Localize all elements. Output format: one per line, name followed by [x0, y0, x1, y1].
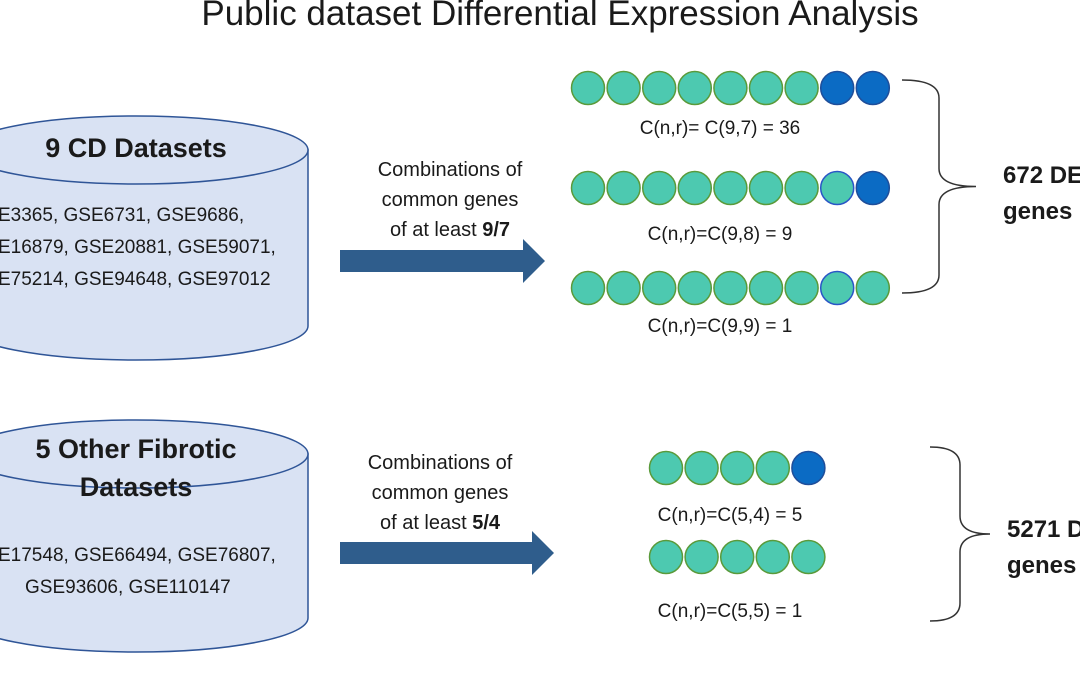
cd-datasets-title: 9 CD Datasets	[45, 133, 227, 163]
included-dataset-circle	[570, 70, 606, 106]
title-line: 5 Other Fibrotic	[35, 434, 237, 464]
included-dataset-circle	[819, 270, 855, 306]
included-dataset-circle	[719, 539, 755, 575]
cylinder-body	[0, 453, 309, 653]
included-dataset-circle	[713, 170, 748, 206]
dataset-list-line: GSE93606, GSE110147	[25, 577, 231, 598]
excluded-dataset-circle	[819, 70, 855, 106]
curly-bracket	[929, 446, 991, 622]
included-dataset-circle	[641, 70, 677, 106]
included-dataset-circle	[570, 270, 606, 306]
included-dataset-circle	[606, 270, 641, 306]
included-dataset-circle	[648, 450, 684, 486]
caption-prefix: of at least	[379, 512, 473, 534]
excluded-dataset-circle	[855, 170, 891, 206]
page-title: Public dataset Differential Expression A…	[201, 0, 919, 33]
included-dataset-circle	[784, 70, 819, 106]
arrow-right-icon	[340, 239, 545, 283]
included-dataset-circle	[719, 450, 755, 486]
included-dataset-circle	[748, 170, 784, 206]
combination-formula: C(n,r)= C(9,7) = 36	[639, 118, 801, 139]
caption-line: Combinations of	[377, 159, 523, 181]
fibrotic-dataset-list: E17548, GSE66494, GSE76807, GSE93606, GS…	[0, 540, 276, 604]
included-dataset-circle	[570, 170, 606, 206]
combination-formula: C(n,r)=C(5,5) = 1	[657, 601, 803, 622]
included-dataset-circle	[641, 170, 677, 206]
dataset-list-line: E17548, GSE66494, GSE76807,	[0, 545, 276, 566]
title-line: Datasets	[79, 472, 193, 502]
arrow-right-icon	[340, 531, 554, 575]
result-line: 5271 DE	[1007, 516, 1080, 543]
caption-line: common genes	[381, 189, 519, 211]
dataset-list-line: E75214, GSE94648, GSE97012	[0, 269, 271, 290]
combination-formula: C(n,r)=C(9,8) = 9	[647, 224, 793, 245]
curly-bracket	[901, 79, 977, 294]
caption-line: common genes	[371, 482, 509, 504]
cd-datasets-cylinder	[0, 115, 309, 361]
included-dataset-circle	[648, 539, 684, 575]
combination-formula: C(n,r)=C(5,4) = 5	[657, 505, 803, 526]
result-line: 672 DE	[1003, 162, 1080, 189]
dataset-list-line: E3365, GSE6731, GSE9686,	[0, 205, 245, 226]
dataset-list-line: E16879, GSE20881, GSE59071,	[0, 237, 276, 258]
combination-formula: C(n,r)=C(9,9) = 1	[647, 316, 793, 337]
included-dataset-circle	[713, 270, 748, 306]
included-dataset-circle	[855, 270, 891, 306]
included-dataset-circle	[748, 270, 784, 306]
fibrotic-result-genes: 5271 DE genes	[1007, 512, 1080, 584]
fibrotic-combination-caption: Combinations of common genes of at least…	[330, 448, 550, 538]
result-line: genes	[1007, 552, 1077, 579]
cd-result-genes: 672 DE genes	[1003, 158, 1080, 230]
excluded-dataset-circle	[791, 450, 826, 486]
cylinder-body	[0, 149, 309, 361]
included-dataset-circle	[748, 70, 784, 106]
included-dataset-circle	[684, 539, 719, 575]
included-dataset-circle	[677, 70, 713, 106]
result-line: genes	[1003, 198, 1073, 225]
cd-dataset-list: E3365, GSE6731, GSE9686, E16879, GSE2088…	[0, 200, 276, 296]
caption-line: Combinations of	[367, 452, 513, 474]
cylinder-top	[0, 419, 309, 489]
combination-circles	[570, 70, 891, 575]
included-dataset-circle	[784, 170, 819, 206]
included-dataset-circle	[641, 270, 677, 306]
fibrotic-datasets-cylinder	[0, 419, 309, 653]
threshold-ratio: 5/4	[472, 512, 501, 534]
included-dataset-circle	[784, 270, 819, 306]
included-dataset-circle	[791, 539, 826, 575]
included-dataset-circle	[684, 450, 719, 486]
fibrotic-datasets-title: 5 Other Fibrotic Datasets	[0, 430, 272, 506]
included-dataset-circle	[755, 539, 791, 575]
included-dataset-circle	[819, 170, 855, 206]
included-dataset-circle	[606, 170, 641, 206]
cd-combination-caption: Combinations of common genes of at least…	[340, 155, 560, 245]
caption-prefix: of at least	[389, 219, 483, 241]
threshold-ratio: 9/7	[482, 219, 511, 241]
cylinder-top	[0, 115, 309, 185]
included-dataset-circle	[755, 450, 791, 486]
included-dataset-circle	[677, 170, 713, 206]
included-dataset-circle	[677, 270, 713, 306]
included-dataset-circle	[713, 70, 748, 106]
caption-line: of at least 9/7	[340, 215, 560, 245]
caption-line: of at least 5/4	[330, 508, 550, 538]
excluded-dataset-circle	[855, 70, 891, 106]
included-dataset-circle	[606, 70, 641, 106]
